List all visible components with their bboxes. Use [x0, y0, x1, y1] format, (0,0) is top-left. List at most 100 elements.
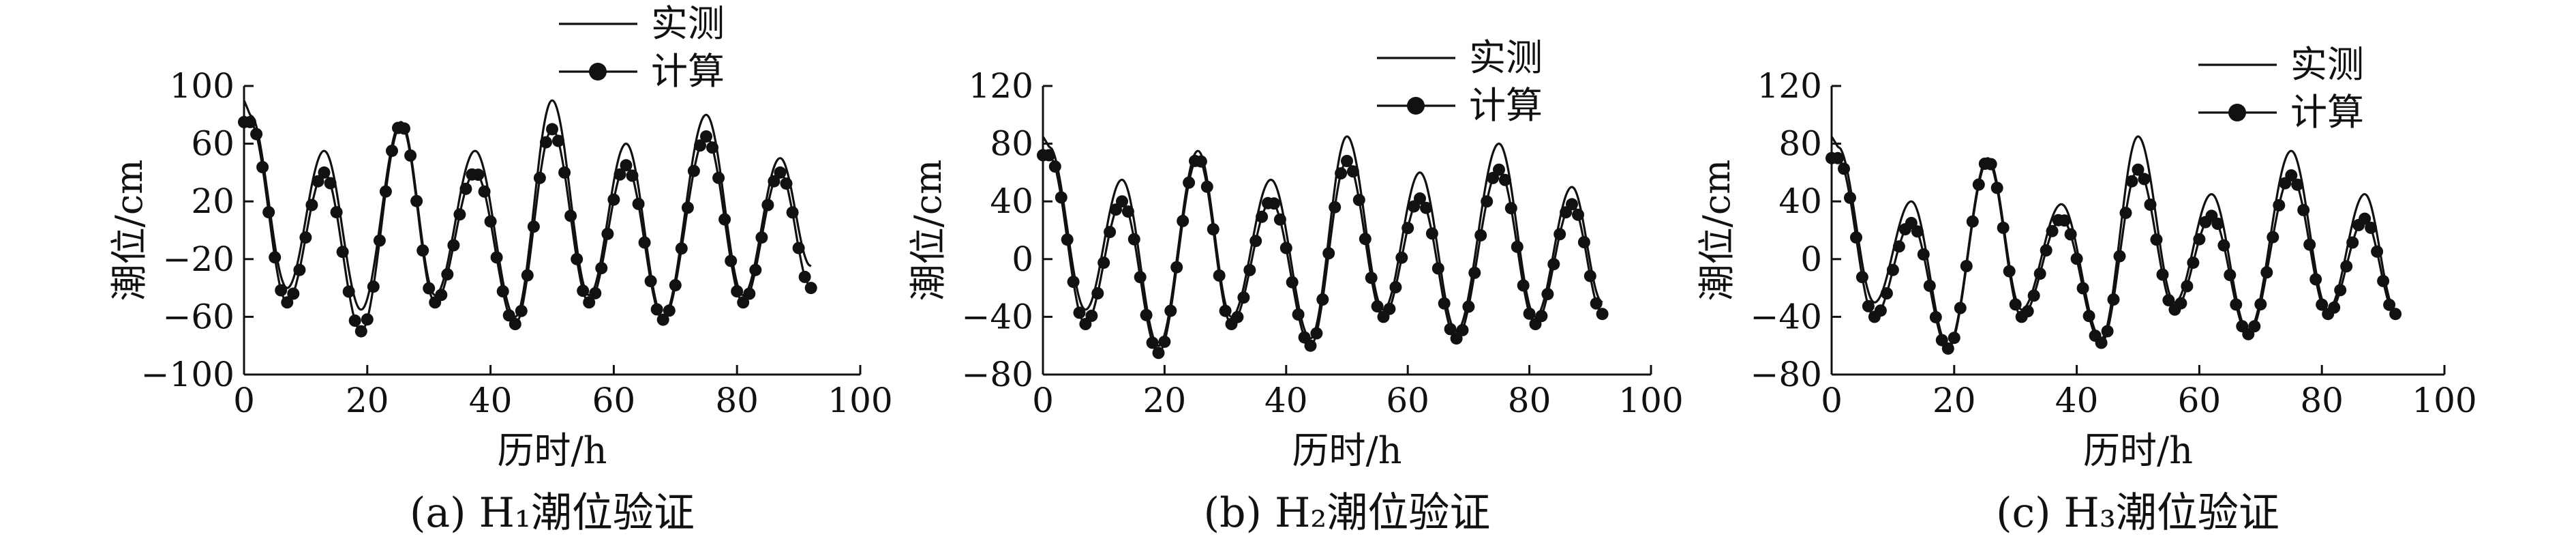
calculated-point	[1048, 160, 1061, 173]
calculated-point	[1116, 195, 1128, 208]
calculated-point	[2389, 308, 2402, 321]
x-tick-label: 0	[1032, 381, 1054, 420]
calculated-point	[718, 213, 731, 226]
calculated-point	[1874, 304, 1887, 317]
calculated-point	[1268, 197, 1280, 210]
calculated-point	[1085, 309, 1098, 322]
calculated-point	[398, 122, 410, 135]
calculated-point	[571, 252, 584, 265]
calculated-point	[2346, 236, 2359, 249]
calculated-point	[496, 285, 509, 297]
calculated-point	[435, 289, 448, 302]
calculated-point	[361, 313, 374, 326]
x-tick-label: 20	[1933, 381, 1976, 420]
calculated-point	[1371, 300, 1384, 313]
calculated-point	[706, 141, 718, 154]
calculated-point	[1352, 194, 1365, 207]
calculated-point	[681, 201, 694, 214]
calculated-point	[1566, 198, 1578, 211]
legend-calculated-marker	[2228, 104, 2246, 121]
calculated-point	[2156, 268, 2169, 281]
calculated-point	[2027, 289, 2040, 302]
calculated-point	[577, 284, 590, 297]
calculated-point	[2217, 239, 2230, 252]
calculated-point	[2371, 245, 2384, 258]
y-tick-label: 40	[990, 181, 1033, 221]
panel-caption: (b) H₂潮位验证	[1204, 489, 1491, 537]
calculated-point	[1097, 257, 1110, 269]
calculated-point	[1832, 151, 1844, 164]
calculated-point	[626, 169, 639, 182]
x-axis-title: 历时/h	[2083, 429, 2193, 472]
calculated-point	[1061, 233, 1074, 246]
calculated-point	[416, 244, 429, 257]
calculated-point	[1134, 271, 1147, 284]
calculated-point	[1231, 310, 1244, 323]
calculated-point	[1279, 242, 1292, 254]
calculated-point	[453, 208, 466, 221]
calculated-point	[2058, 214, 2071, 227]
calculated-point	[1213, 269, 1226, 282]
legend-calculated-marker	[1407, 97, 1425, 115]
calculated-point	[2113, 250, 2126, 263]
calculated-point	[287, 287, 300, 300]
y-tick-label: −40	[1750, 297, 1822, 336]
calculated-point	[1243, 263, 1256, 276]
calculated-point	[2248, 320, 2261, 333]
calculated-point	[1304, 339, 1317, 352]
calculated-point	[669, 279, 682, 292]
calculated-point	[324, 177, 337, 190]
calculated-point	[595, 262, 608, 274]
calculated-point	[2359, 212, 2372, 225]
y-tick-label: −20	[162, 239, 234, 279]
calculated-point	[410, 194, 423, 207]
x-tick-label: 100	[2412, 381, 2476, 420]
calculated-point	[1425, 227, 1438, 240]
calculated-point	[2260, 266, 2273, 279]
y-tick-label: −40	[961, 297, 1033, 336]
series-measured-line	[243, 99, 812, 319]
calculated-point	[2224, 269, 2237, 282]
y-tick-label: 100	[170, 66, 234, 106]
x-tick-label: 0	[233, 381, 255, 420]
calculated-point	[404, 149, 417, 162]
calculated-point	[768, 175, 781, 188]
calculated-point	[2377, 274, 2390, 287]
calculated-point	[589, 287, 602, 299]
calculated-point	[737, 296, 750, 309]
calculated-point	[1456, 323, 1469, 336]
calculated-point	[256, 161, 269, 173]
x-tick-label: 60	[592, 381, 636, 420]
calculated-point	[2309, 273, 2322, 286]
x-tick-label: 20	[1143, 381, 1187, 420]
calculated-point	[447, 239, 460, 252]
calculated-point	[540, 136, 552, 149]
calculated-point	[275, 284, 288, 297]
calculated-point	[1310, 327, 1323, 340]
calculated-point	[1547, 258, 1560, 271]
y-tick-label: 120	[1757, 66, 1822, 106]
calculated-point	[281, 296, 294, 309]
calculated-point	[2046, 224, 2059, 237]
calculated-point	[2193, 233, 2206, 246]
calculated-point	[644, 275, 657, 288]
calculated-point	[299, 231, 312, 244]
calculated-point	[1941, 342, 1954, 355]
calculated-point	[2119, 207, 2132, 220]
calculated-point	[656, 313, 669, 326]
y-tick-label: −60	[162, 297, 234, 336]
calculated-point	[1152, 347, 1165, 360]
y-tick-label: 40	[1778, 181, 1822, 221]
calculated-point	[1438, 297, 1451, 310]
legend-measured-label: 实测	[2290, 43, 2364, 86]
calculated-point	[1414, 192, 1426, 205]
calculated-point	[527, 220, 540, 233]
calculated-point	[675, 242, 688, 255]
calculated-point	[774, 166, 787, 179]
calculated-point	[620, 159, 633, 172]
calculated-point	[804, 282, 817, 295]
calculated-point	[583, 296, 596, 309]
